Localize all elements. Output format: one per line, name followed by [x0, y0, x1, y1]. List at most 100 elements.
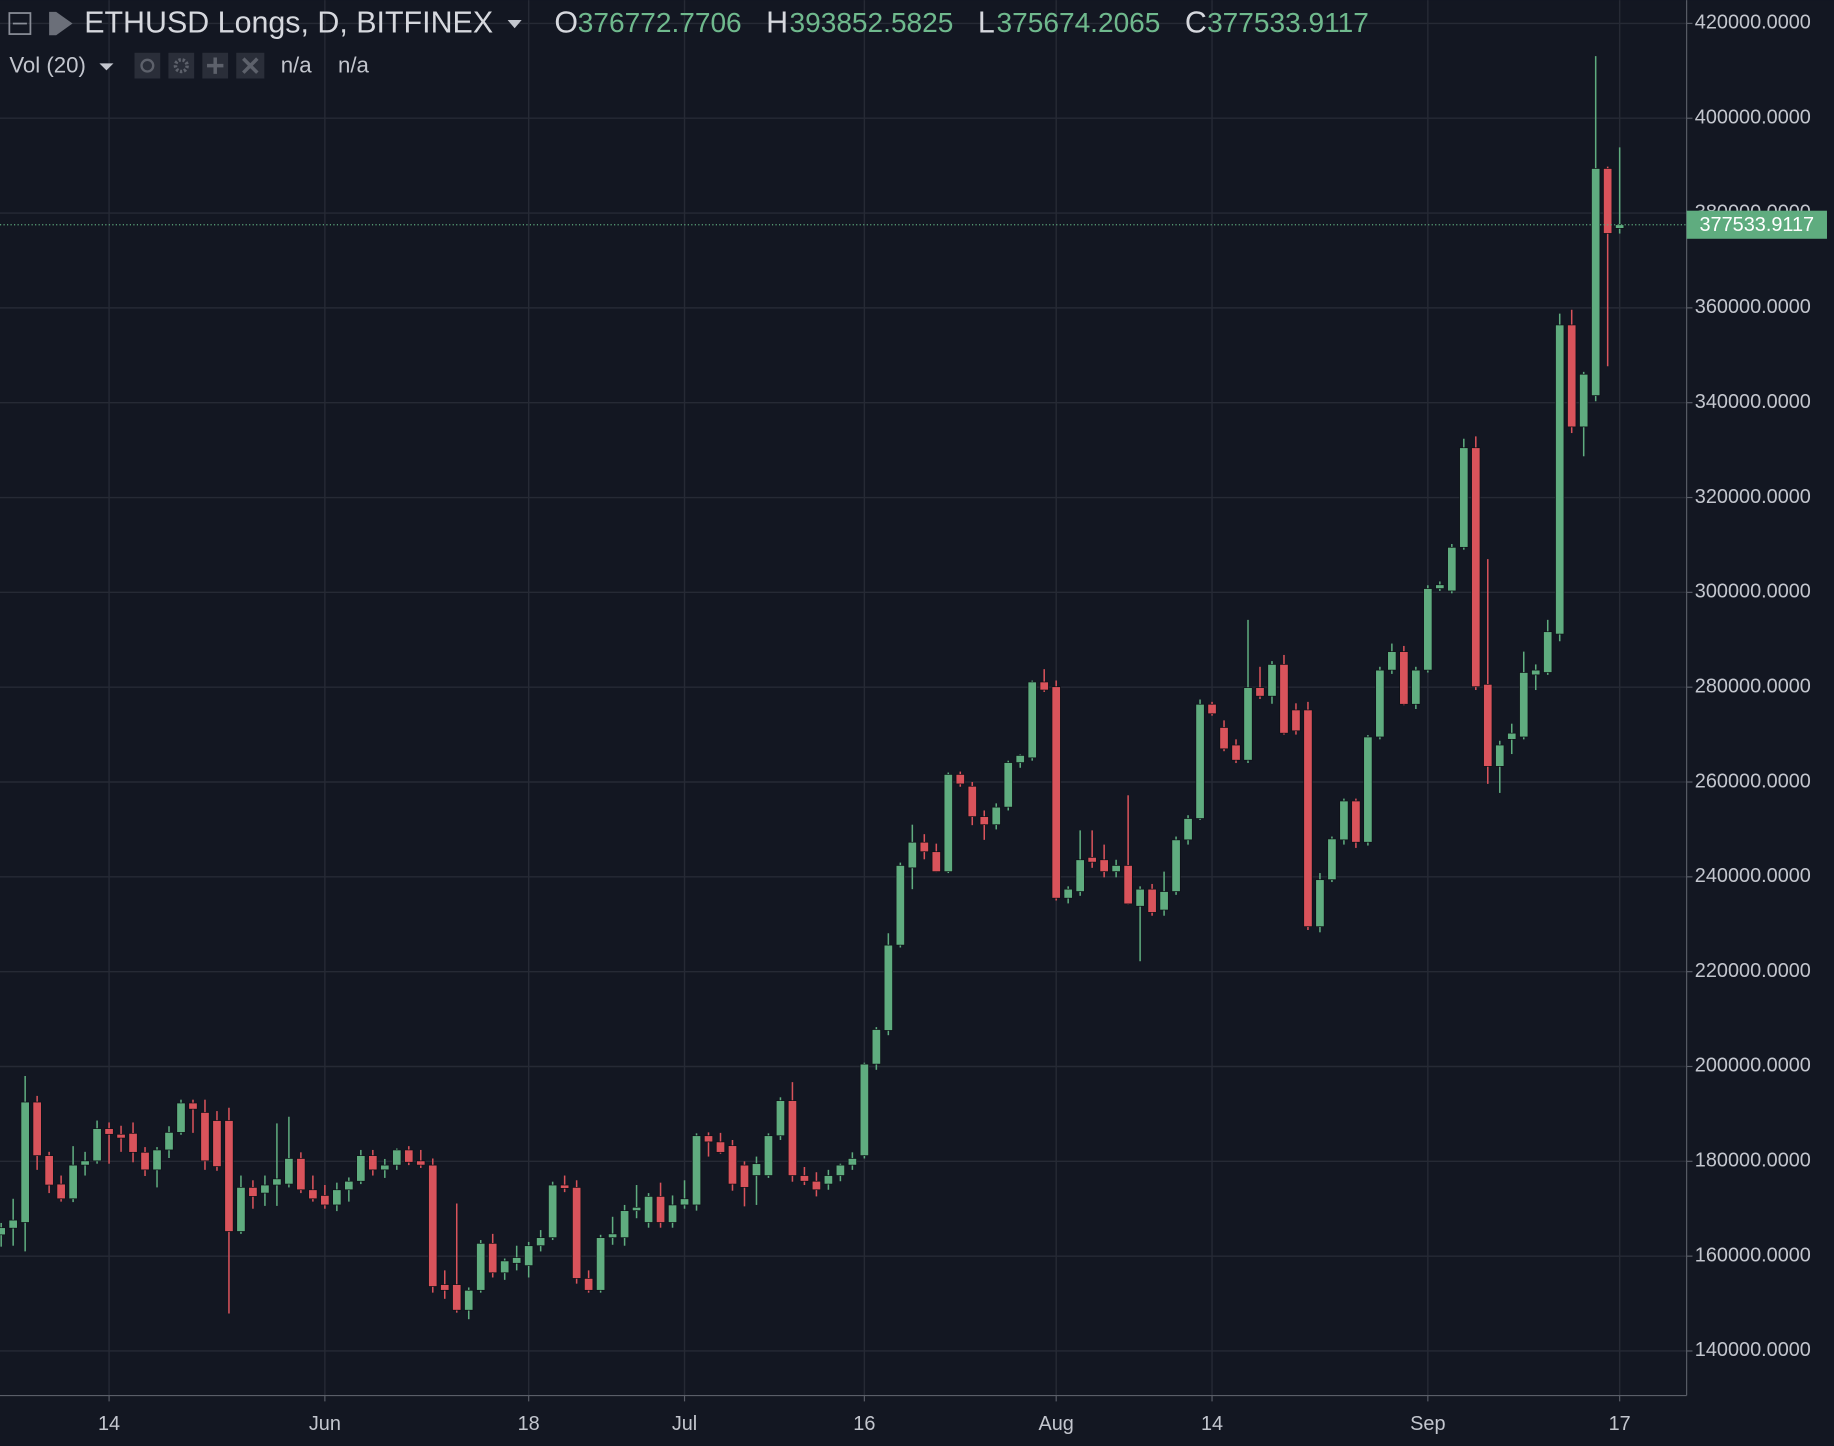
candle-body [536, 1237, 546, 1247]
candle-body [20, 1101, 30, 1223]
candle-body [332, 1189, 342, 1206]
candle-body [260, 1184, 270, 1194]
candle-body [1603, 168, 1613, 234]
candle-body [404, 1149, 414, 1163]
candle-body [1051, 686, 1061, 899]
collapse-icon[interactable] [8, 12, 32, 35]
candle-body [1327, 838, 1337, 881]
candle-body [8, 1219, 18, 1229]
candle-body [967, 785, 977, 817]
candle-body [428, 1164, 438, 1287]
candle-body [1411, 669, 1421, 705]
candle-body [140, 1151, 150, 1171]
candle-body [1195, 703, 1205, 819]
candle-body [380, 1164, 390, 1171]
last-price-label: 377533.9117 [1700, 214, 1815, 236]
candle-body [188, 1102, 198, 1110]
y-tick-label: 220000.0000 [1695, 960, 1811, 982]
candle-body [368, 1155, 378, 1171]
candle-body [44, 1155, 54, 1186]
candle-body [248, 1187, 258, 1197]
candle-body [775, 1100, 786, 1137]
candle-body [919, 841, 929, 853]
candle-body [1123, 865, 1133, 905]
y-tick-label: 300000.0000 [1695, 581, 1811, 603]
y-tick-label: 180000.0000 [1695, 1150, 1811, 1172]
candle-body [572, 1187, 582, 1279]
candle-body [871, 1029, 881, 1065]
candle-body [931, 851, 941, 872]
candle-body [883, 944, 893, 1031]
candle-body [1099, 859, 1109, 872]
candle-body [1519, 672, 1529, 738]
candle-body [1063, 888, 1073, 899]
candle-body [655, 1196, 666, 1223]
candle-body [1543, 631, 1553, 673]
candle-body [452, 1284, 462, 1311]
candle-body [272, 1178, 282, 1186]
candle-body [200, 1112, 210, 1162]
x-tick-label: Jul [672, 1413, 697, 1435]
candle-body [1555, 324, 1565, 635]
candles [0, 56, 1687, 1320]
candle-body [1291, 709, 1301, 732]
indicator-dropdown[interactable] [99, 63, 114, 71]
flag-icon[interactable] [49, 11, 73, 36]
candle-body [1075, 859, 1085, 892]
gear-icon [173, 58, 189, 74]
open-label: O [554, 6, 578, 40]
x-tick-label: Jun [309, 1413, 341, 1435]
candle-body [116, 1133, 126, 1139]
candle-body [703, 1135, 714, 1143]
candle-body [1591, 168, 1601, 396]
candle-body [320, 1195, 330, 1206]
candle-body [1003, 762, 1013, 808]
candle-body [560, 1184, 570, 1189]
candle-body [1015, 755, 1025, 763]
candle-body [224, 1120, 234, 1232]
candle-body [895, 865, 905, 946]
settings-button[interactable] [168, 52, 195, 79]
candle-body [56, 1183, 66, 1200]
symbol-title[interactable]: ETHUSD Longs, D, BITFINEX [84, 6, 493, 40]
indicator-name[interactable]: Vol (20) [9, 53, 86, 78]
candle-body [1087, 857, 1097, 863]
candle-body [500, 1260, 510, 1274]
candle-body [1183, 818, 1193, 841]
candle-body [799, 1175, 809, 1182]
last-price-box [1686, 210, 1827, 239]
x-tick-label: Sep [1410, 1413, 1445, 1435]
candle-body [907, 841, 917, 869]
candle-body [176, 1102, 186, 1133]
candle-body [512, 1257, 522, 1264]
candle-body [1399, 651, 1409, 705]
candle-body [1531, 669, 1541, 676]
candle-body [0, 1227, 6, 1236]
candle-body [1147, 888, 1157, 913]
candle-body [991, 806, 1001, 826]
candle-body [811, 1180, 821, 1191]
candle-body [1207, 703, 1217, 715]
candle-body [608, 1233, 618, 1239]
candle-body [632, 1206, 642, 1211]
dropdown-arrow[interactable] [507, 20, 522, 29]
axis-labels: 140000.0000 160000.0000 180000.0000 200000.… [98, 12, 1827, 1435]
candle-body [548, 1184, 558, 1239]
candle-body [392, 1149, 402, 1166]
candle-body [751, 1163, 762, 1176]
candle-body [524, 1245, 534, 1266]
candle-body [1255, 687, 1265, 697]
candle-body [1375, 669, 1385, 738]
candle-body [584, 1278, 594, 1291]
candle-body [1231, 744, 1241, 761]
candle-body [308, 1189, 318, 1200]
candle-body [80, 1160, 90, 1166]
high-value: 393852.5825 [790, 7, 954, 38]
candle-body [943, 774, 953, 872]
low-value: 375674.2065 [997, 7, 1161, 38]
candle-body [835, 1164, 845, 1176]
visibility-button[interactable] [134, 52, 161, 79]
candle-body [847, 1158, 857, 1166]
